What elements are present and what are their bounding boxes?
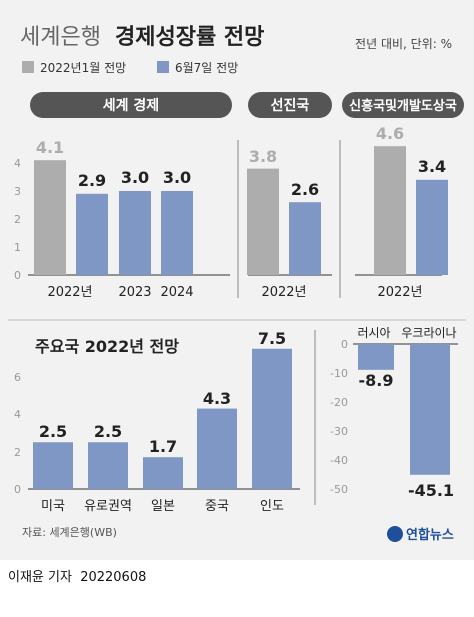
label-major-japan: 1.7 xyxy=(149,437,177,456)
label-world-2022-jan: 4.1 xyxy=(36,138,64,157)
yonhap-logo-icon xyxy=(387,526,403,542)
credit-date: 20220608 xyxy=(80,570,147,585)
xlabel-advanced-2022: 2022년 xyxy=(261,285,306,300)
label-emerging-jun: 3.4 xyxy=(418,157,446,176)
source-note: 자료: 세계은행(WB) xyxy=(22,526,117,539)
bar-major-japan xyxy=(143,457,183,489)
bar-major-us xyxy=(33,442,73,489)
credit-line: 이재윤 기자 20220608 xyxy=(8,566,146,585)
major-ytick-2: 2 xyxy=(14,446,21,459)
world-ytick-3: 3 xyxy=(14,185,21,198)
war-ytick-30: -30 xyxy=(330,425,348,438)
infographic: 세계은행 경제성장률 전망 전년 대비, 단위: % 2022년1월 전망 6월… xyxy=(0,0,474,560)
xlabel-ukraine: 우크라이나 xyxy=(401,326,456,340)
label-world-2023: 3.0 xyxy=(121,168,149,187)
label-war-russia: -8.9 xyxy=(359,371,394,390)
world-ytick-1: 1 xyxy=(14,241,21,254)
xlabel-world-2023: 2023 xyxy=(118,285,151,300)
title-bold: 경제성장률 전망 xyxy=(115,25,264,50)
war-ytick-40: -40 xyxy=(330,454,348,467)
xlabel-major-japan: 일본 xyxy=(151,499,175,514)
pill-world xyxy=(30,92,232,118)
war-ytick-20: -20 xyxy=(330,396,348,409)
label-advanced-jan: 3.8 xyxy=(249,147,277,166)
label-major-china: 4.3 xyxy=(203,389,231,408)
credit-author: 이재윤 기자 xyxy=(8,570,72,585)
bar-war-ukraine xyxy=(410,344,450,475)
major-ytick-0: 0 xyxy=(14,483,21,496)
war-ytick-50: -50 xyxy=(330,483,348,496)
title-light: 세계은행 xyxy=(20,25,101,50)
major-ytick-4: 4 xyxy=(14,408,21,421)
xlabel-russia: 러시아 xyxy=(357,326,390,340)
label-major-euro: 2.5 xyxy=(94,422,122,441)
panel-title-major: 주요국 2022년 전망 xyxy=(35,337,179,356)
world-ytick-4: 4 xyxy=(14,157,21,170)
war-ytick-10: -10 xyxy=(330,367,348,380)
bar-emerging-2022-jan xyxy=(374,146,406,275)
bar-major-india xyxy=(252,348,292,489)
world-yticks: 0 1 2 3 4 xyxy=(14,157,21,282)
panel-title-world: 세계 경제 xyxy=(103,97,159,114)
xlabel-major-china: 중국 xyxy=(205,499,229,514)
panel-title-emerging: 신흥국및개발도상국 xyxy=(349,98,457,114)
panel-title-advanced: 선진국 xyxy=(271,97,310,114)
label-war-ukraine: -45.1 xyxy=(408,481,454,500)
xlabel-world-2024: 2024 xyxy=(160,285,193,300)
bar-world-2022-jun xyxy=(76,193,108,275)
pill-emerging xyxy=(342,92,464,118)
chart-svg: 세계은행 경제성장률 전망 전년 대비, 단위: % 2022년1월 전망 6월… xyxy=(8,25,466,543)
bar-world-2022-jan xyxy=(34,160,66,275)
bar-emerging-2022-jun xyxy=(416,179,448,275)
label-major-india: 7.5 xyxy=(258,329,286,348)
yonhap-logo: 연합뉴스 xyxy=(387,526,454,543)
world-ytick-2: 2 xyxy=(14,213,21,226)
label-emerging-jan: 4.6 xyxy=(376,124,404,143)
label-advanced-jun: 2.6 xyxy=(291,180,319,199)
label-world-2022-jun: 2.9 xyxy=(78,171,106,190)
major-ytick-6: 6 xyxy=(14,371,21,384)
xlabel-major-us: 미국 xyxy=(41,499,65,514)
legend-label-jun: 6월7일 전망 xyxy=(175,61,238,75)
war-yticks: 0 -10 -20 -30 -40 -50 xyxy=(330,338,348,496)
legend-swatch-jun xyxy=(157,61,169,73)
bar-advanced-2022-jun xyxy=(289,202,321,275)
bar-world-2023 xyxy=(119,191,151,275)
world-ytick-0: 0 xyxy=(14,269,21,282)
major-yticks: 0 2 4 6 xyxy=(14,371,21,496)
legend-swatch-jan xyxy=(22,61,34,73)
label-major-us: 2.5 xyxy=(39,422,67,441)
bar-major-china xyxy=(197,408,237,489)
yonhap-logo-text: 연합뉴스 xyxy=(406,527,454,543)
unit-label: 전년 대비, 단위: % xyxy=(355,37,452,51)
bar-advanced-2022-jan xyxy=(247,168,279,275)
war-ytick-0: 0 xyxy=(341,338,348,351)
bar-world-2024 xyxy=(161,191,193,275)
xlabel-major-india: 인도 xyxy=(260,499,284,514)
bar-major-euro xyxy=(88,442,128,489)
label-world-2024: 3.0 xyxy=(163,168,191,187)
legend-label-jan: 2022년1월 전망 xyxy=(40,61,126,75)
xlabel-major-euro: 유로권역 xyxy=(84,499,132,514)
bar-war-russia xyxy=(358,344,394,370)
pill-advanced xyxy=(248,92,332,118)
xlabel-world-2022: 2022년 xyxy=(47,285,92,300)
xlabel-emerging-2022: 2022년 xyxy=(377,285,422,300)
